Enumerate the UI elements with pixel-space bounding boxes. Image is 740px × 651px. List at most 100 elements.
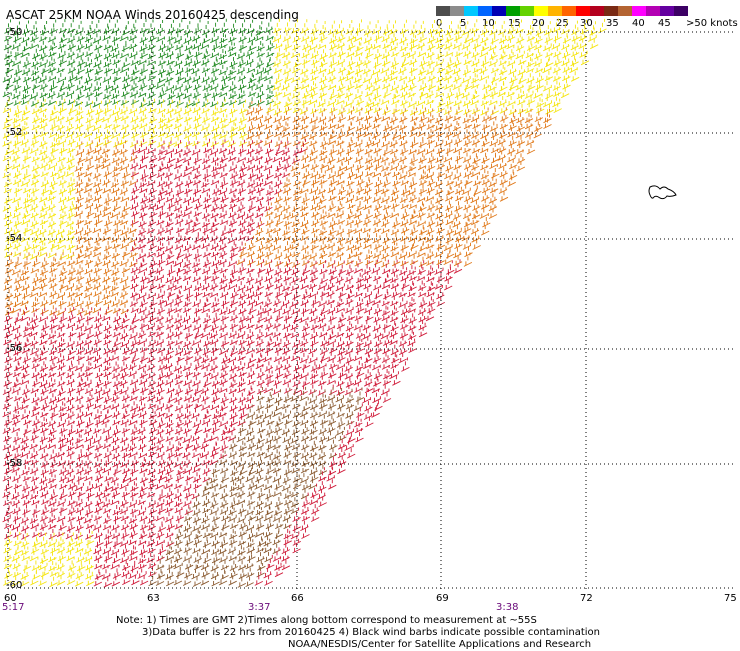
- wind-barb: [390, 340, 400, 356]
- wind-barb: [416, 91, 425, 107]
- wind-barb: [175, 60, 184, 76]
- wind-barb: [156, 339, 166, 354]
- wind-barb: [516, 84, 526, 100]
- wind-barb: [167, 194, 176, 210]
- wind-barb: [319, 260, 328, 275]
- wind-barb: [256, 442, 266, 458]
- wind-barb: [148, 442, 157, 458]
- wind-barb: [373, 324, 382, 339]
- wind-barb: [434, 52, 444, 67]
- wind-barb: [337, 76, 346, 92]
- wind-barb: [237, 411, 246, 427]
- wind-barb: [309, 267, 319, 283]
- wind-barb: [336, 372, 345, 387]
- wind-barb: [173, 554, 182, 570]
- wind-barb: [175, 413, 185, 428]
- wind-barb: [425, 187, 434, 202]
- wind-barb: [20, 307, 29, 322]
- wind-barb: [444, 164, 453, 180]
- wind-barb: [470, 210, 480, 226]
- wind-barb: [470, 107, 480, 123]
- wind-barb: [292, 98, 302, 114]
- wind-barb: [76, 163, 85, 178]
- wind-barb: [355, 52, 364, 68]
- wind-barb: [209, 500, 218, 516]
- wind-barb: [121, 309, 130, 324]
- wind-barb: [381, 133, 390, 148]
- wind-barb: [30, 171, 40, 186]
- wind-barb: [50, 539, 59, 554]
- wind-barb: [22, 556, 32, 571]
- wind-barb: [68, 482, 77, 498]
- wind-barb: [220, 130, 230, 146]
- wind-barb: [165, 124, 174, 139]
- wind-barb: [209, 426, 218, 442]
- wind-barb: [66, 468, 75, 484]
- wind-barb: [444, 35, 453, 50]
- wind-barb: [256, 387, 265, 402]
- wind-barb: [345, 122, 354, 138]
- wind-barb: [381, 179, 390, 195]
- wind-barb: [20, 395, 29, 410]
- wind-barb: [130, 237, 139, 252]
- wind-barb: [283, 132, 292, 148]
- wind-barb: [131, 379, 140, 394]
- wind-barb: [211, 507, 221, 522]
- wind-barb: [203, 332, 212, 347]
- wind-barb: [67, 341, 77, 356]
- wind-barb: [274, 34, 283, 50]
- wind-barb: [121, 82, 130, 98]
- wind-barb: [506, 34, 515, 50]
- wind-barb: [425, 228, 434, 243]
- wind-barb: [470, 188, 479, 204]
- wind-barb: [561, 51, 570, 67]
- wind-barb: [436, 155, 446, 170]
- wind-barb: [228, 365, 238, 380]
- wind-barb: [29, 546, 39, 562]
- wind-barb: [227, 66, 237, 82]
- wind-barb: [382, 34, 391, 50]
- wind-barb: [300, 115, 309, 131]
- wind-barb: [139, 196, 149, 211]
- wind-barb: [4, 301, 14, 316]
- wind-barb: [184, 394, 194, 410]
- wind-barb: [229, 451, 239, 466]
- wind-barb: [157, 274, 166, 290]
- wind-barb: [165, 427, 174, 442]
- wind-barb: [129, 515, 138, 530]
- wind-barb: [29, 340, 39, 356]
- wind-barb: [346, 43, 355, 58]
- lon-label: 69: [436, 593, 449, 604]
- wind-barb: [193, 202, 202, 217]
- wind-barb: [390, 53, 400, 68]
- wind-barb: [463, 76, 473, 91]
- wind-barb: [211, 18, 220, 34]
- wind-barb: [184, 379, 194, 395]
- wind-barb: [76, 85, 85, 100]
- wind-barb: [337, 435, 347, 450]
- wind-barb: [58, 171, 68, 186]
- wind-barb: [121, 242, 131, 258]
- wind-barb: [263, 251, 273, 266]
- wind-barb: [499, 99, 509, 114]
- wind-barb: [173, 252, 182, 267]
- wind-barb: [29, 435, 39, 450]
- wind-barb: [472, 235, 481, 250]
- wind-barb: [157, 459, 166, 475]
- wind-barb: [355, 339, 365, 354]
- wind-barb: [462, 235, 472, 250]
- wind-barb: [58, 19, 68, 34]
- wind-barb: [308, 36, 317, 51]
- wind-barb: [264, 115, 273, 130]
- wind-barb: [75, 76, 84, 91]
- lat-label: -56: [6, 343, 23, 354]
- wind-barb: [301, 43, 310, 59]
- wind-barb: [382, 331, 392, 346]
- wind-barb: [364, 106, 373, 122]
- wind-barb: [2, 380, 12, 396]
- wind-barb: [111, 516, 120, 531]
- wind-barb: [238, 157, 248, 172]
- wind-barb: [273, 268, 283, 283]
- wind-barb: [272, 435, 282, 451]
- wind-barb: [266, 554, 275, 570]
